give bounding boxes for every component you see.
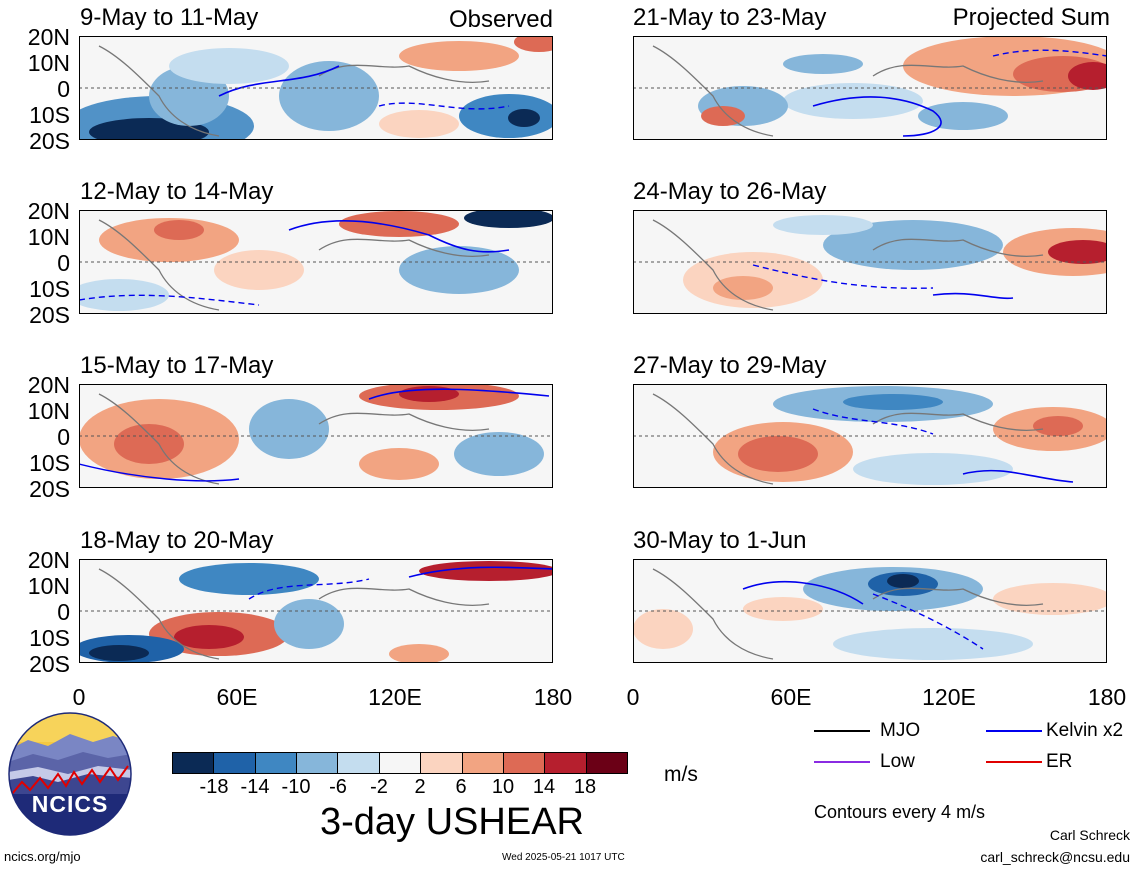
map-panel-2 (79, 210, 553, 314)
map-panel-7 (633, 384, 1107, 488)
map-panel-5 (633, 36, 1107, 140)
map-panel-1 (79, 36, 553, 140)
lon-label-120e: 120E (922, 684, 976, 710)
colorbar-bin (213, 753, 255, 773)
lat-label-20n: 20N (27, 198, 70, 224)
lon-label-120e: 120E (368, 684, 422, 710)
legend-label-low: Low (880, 751, 915, 772)
colorbar-tick: -18 (199, 776, 229, 798)
lat-label-0: 0 (57, 424, 70, 450)
lon-label-60e: 60E (216, 684, 258, 710)
colorbar-bin (420, 753, 462, 773)
panel-title-8: 30-May to 1-Jun (633, 527, 807, 554)
lat-label-10n: 10N (27, 50, 70, 76)
colorbar-tick: -6 (329, 776, 347, 798)
panel-title-5: 21-May to 23-May (633, 4, 827, 31)
colorbar-tick: -10 (281, 776, 311, 798)
panel-title-3: 15-May to 17-May (80, 352, 274, 379)
legend-label-mjo: MJO (880, 720, 921, 741)
legend-swatch-mjo (814, 730, 870, 732)
colorbar-bin (585, 753, 627, 773)
lat-label-10n: 10N (27, 224, 70, 250)
colorbar-bin (461, 753, 503, 773)
colorbar-unit: m/s (664, 763, 698, 786)
panel-title-6: 24-May to 26-May (633, 178, 827, 205)
lat-label-20s: 20S (29, 476, 70, 502)
main-title: 3-day USHEAR (320, 801, 584, 843)
colorbar-bin (296, 753, 338, 773)
legend-swatch-er (986, 761, 1042, 763)
legend-label-er: ER (1046, 751, 1073, 772)
lat-label-0: 0 (57, 76, 70, 102)
lat-label-10s: 10S (29, 102, 70, 128)
colorbar-tick: 2 (414, 776, 426, 798)
lat-label-20n: 20N (27, 24, 70, 50)
map-panel-6 (633, 210, 1107, 314)
contour-note: Contours every 4 m/s (814, 802, 986, 822)
map-panel-8 (633, 559, 1107, 663)
colorbar-bin (378, 753, 421, 773)
panel-title-4: 18-May to 20-May (80, 527, 274, 554)
colorbar-bin (254, 753, 297, 773)
colorbar-bin (502, 753, 545, 773)
lon-label-180: 180 (533, 684, 573, 710)
panel-title-1: 9-May to 11-May (80, 4, 259, 31)
lat-label-20s: 20S (29, 128, 70, 154)
lat-label-20n: 20N (27, 372, 70, 398)
lat-label-0: 0 (57, 250, 70, 276)
lon-label-0: 0 (626, 684, 640, 710)
colorbar-tick: 18 (573, 776, 597, 798)
lon-label-0: 0 (72, 684, 86, 710)
map-panel-3 (79, 384, 553, 488)
footer-author: Carl Schreck (1049, 827, 1130, 843)
colorbar-bin (337, 753, 379, 773)
lat-label-10s: 10S (29, 276, 70, 302)
lat-label-10n: 10N (27, 573, 70, 599)
lat-label-20s: 20S (29, 302, 70, 328)
colorbar-tick: 14 (532, 776, 556, 798)
colorbar-bin (173, 753, 214, 773)
lat-label-20n: 20N (27, 547, 70, 573)
lat-label-10s: 10S (29, 450, 70, 476)
colorbar-tick: 6 (455, 776, 467, 798)
lat-label-10s: 10S (29, 625, 70, 651)
colorbar-tick: -14 (240, 776, 270, 798)
legend-swatch-kelvin (986, 730, 1042, 732)
lat-label-10n: 10N (27, 398, 70, 424)
legend-label-kelvin: Kelvin x2 (1046, 720, 1124, 741)
colorbar-bin (544, 753, 586, 773)
lon-label-180: 180 (1087, 684, 1127, 710)
colorbar (172, 752, 628, 774)
panel-title-2: 12-May to 14-May (80, 178, 274, 205)
colorbar-tick: -2 (370, 776, 388, 798)
footer-email: carl_schreck@ncsu.edu (980, 849, 1130, 865)
map-panel-4 (79, 559, 553, 663)
footer-timestamp: Wed 2025-05-21 1017 UTC (502, 852, 625, 863)
logo-text: NCICS (31, 791, 109, 817)
lat-label-20s: 20S (29, 651, 70, 677)
lat-label-0: 0 (57, 599, 70, 625)
projected-sum-label: Projected Sum (952, 4, 1110, 31)
colorbar-tick: 10 (491, 776, 515, 798)
ncics-logo: NCICS (8, 712, 132, 836)
footer-url: ncics.org/mjo (4, 849, 81, 864)
panel-title-7: 27-May to 29-May (633, 352, 827, 379)
legend-swatch-low (814, 761, 870, 763)
lon-label-60e: 60E (770, 684, 812, 710)
observed-label: Observed (448, 6, 553, 33)
